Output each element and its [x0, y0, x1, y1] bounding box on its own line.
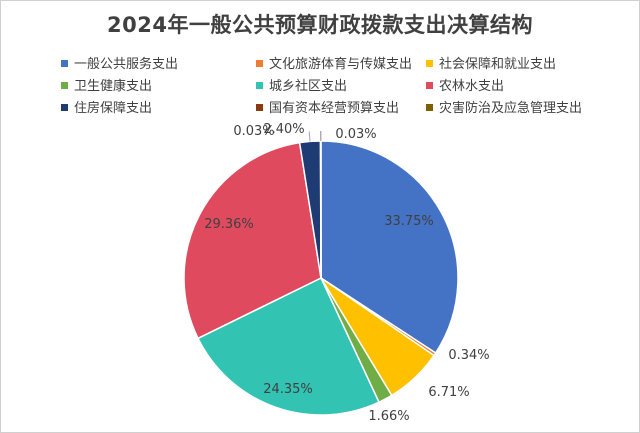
data-label: 1.66% [368, 409, 409, 424]
leader-line [308, 131, 311, 142]
legend-item: 社会保障和就业支出 [426, 57, 556, 73]
legend-swatch [256, 104, 263, 111]
legend-label: 农林水支出 [439, 79, 505, 94]
legend-item: 灾害防治及应急管理支出 [426, 101, 582, 117]
pie-slice [183, 141, 322, 340]
legend-item: 农林水支出 [426, 79, 504, 95]
legend-swatch [61, 104, 68, 111]
legend-label: 住房保障支出 [74, 101, 153, 116]
legend-item: 城乡社区支出 [256, 79, 347, 95]
legend-item: 国有资本经营预算支出 [256, 101, 399, 117]
pie-slice [197, 276, 380, 416]
legend-item: 住房保障支出 [61, 101, 152, 117]
legend-swatch [426, 104, 433, 111]
legend-swatch [426, 82, 433, 89]
legend-label: 一般公共服务支出 [74, 57, 179, 72]
data-label: 24.35% [263, 382, 313, 397]
legend-item: 卫生健康支出 [61, 79, 152, 95]
legend-label: 灾害防治及应急管理支出 [439, 101, 583, 116]
data-label: 2.40% [263, 122, 304, 137]
legend-label: 文化旅游体育与传媒支出 [269, 57, 413, 72]
legend-item: 一般公共服务支出 [61, 57, 178, 73]
data-label: 0.03% [335, 127, 376, 142]
data-label: 6.71% [428, 385, 469, 400]
legend-swatch [256, 82, 263, 89]
data-label: 33.75% [384, 214, 434, 229]
legend-label: 国有资本经营预算支出 [269, 101, 400, 116]
legend-label: 卫生健康支出 [74, 79, 153, 94]
legend-item: 文化旅游体育与传媒支出 [256, 57, 412, 73]
legend-swatch [61, 82, 68, 89]
chart-title: 2024年一般公共预算财政拨款支出决算结构 [107, 13, 533, 37]
legend-label: 社会保障和就业支出 [439, 57, 557, 72]
data-label: 29.36% [204, 217, 254, 232]
data-label: 0.03% [233, 124, 274, 139]
legend-label: 城乡社区支出 [269, 79, 348, 94]
legend-swatch [426, 60, 433, 67]
data-label: 0.34% [448, 348, 489, 363]
legend-swatch [61, 60, 68, 67]
legend-swatch [256, 60, 263, 67]
